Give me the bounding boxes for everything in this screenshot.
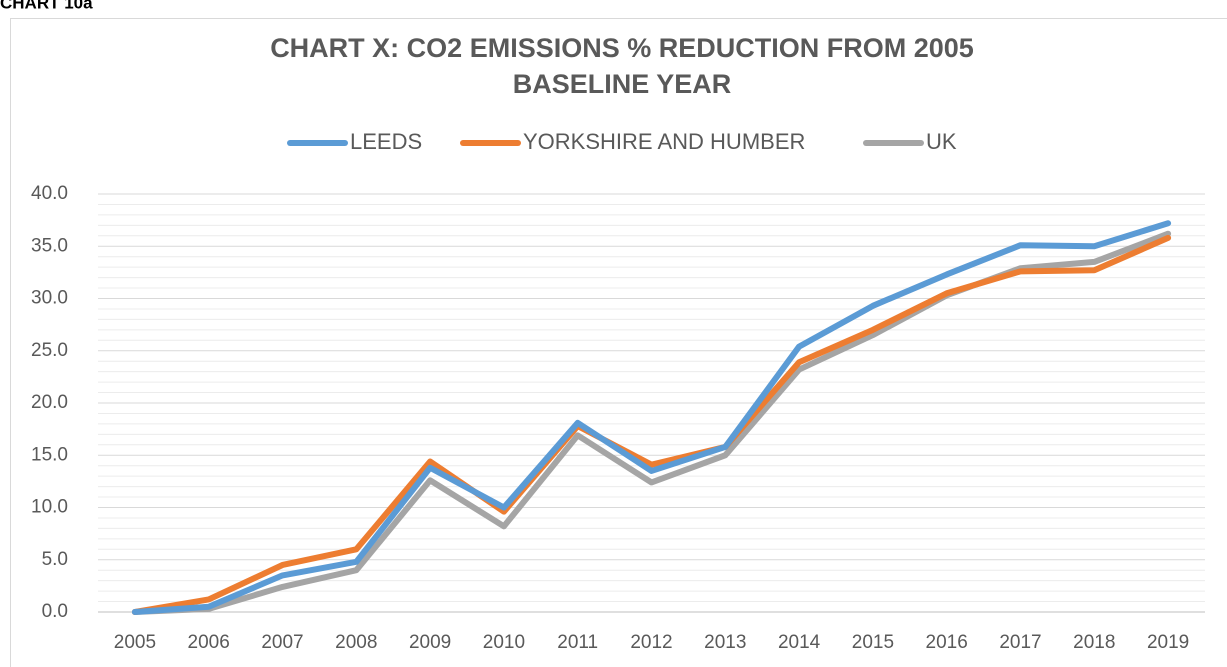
chart-title: CHART X: CO2 EMISSIONS % REDUCTION FROM …	[270, 33, 974, 63]
x-tick-label: 2009	[409, 632, 451, 653]
y-tick-label: 10.0	[31, 497, 68, 518]
y-tick-label: 0.0	[42, 601, 68, 622]
x-tick-label: 2019	[1147, 632, 1189, 653]
x-tick-label: 2010	[483, 632, 525, 653]
y-tick-label: 30.0	[31, 288, 68, 309]
chart-frame	[10, 18, 1227, 667]
y-tick-label: 25.0	[31, 340, 68, 361]
line-series	[131, 234, 1172, 615]
x-tick-label: 2005	[114, 632, 156, 653]
x-tick-label: 2015	[852, 632, 894, 653]
y-tick-label: 15.0	[31, 444, 68, 465]
y-tick-label: 5.0	[42, 549, 68, 570]
line-series	[131, 220, 1172, 615]
legend-label: LEEDS	[350, 129, 422, 154]
x-tick-label: 2017	[999, 632, 1041, 653]
x-tick-label: 2007	[261, 632, 303, 653]
x-tick-label: 2011	[557, 632, 598, 653]
legend-label: YORKSHIRE AND HUMBER	[523, 129, 805, 154]
x-tick-label: 2008	[335, 632, 377, 653]
caption: CHART 10a	[0, 0, 93, 12]
x-tick-label: 2016	[926, 632, 968, 653]
x-tick-label: 2006	[188, 632, 230, 653]
x-tick-label: 2013	[704, 632, 746, 653]
x-tick-label: 2014	[778, 632, 821, 653]
chart-title: BASELINE YEAR	[513, 69, 732, 99]
x-tick-label: 2012	[630, 632, 672, 653]
x-tick-label: 2018	[1073, 632, 1115, 653]
y-tick-label: 35.0	[31, 235, 68, 256]
y-tick-label: 20.0	[31, 392, 68, 413]
legend-label: UK	[926, 129, 957, 154]
y-tick-label: 40.0	[31, 183, 68, 204]
